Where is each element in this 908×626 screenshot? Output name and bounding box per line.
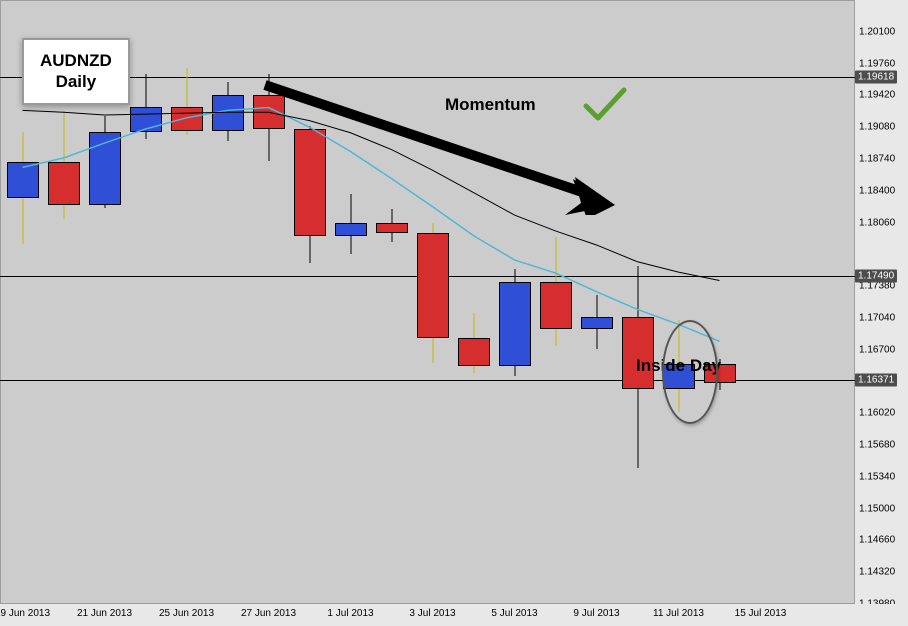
x-axis: 19 Jun 2013 21 Jun 2013 25 Jun 2013 27 Jun … — [0, 604, 855, 626]
y-axis: 1.139801.143201.146601.150001.153401.156… — [855, 0, 908, 604]
y-tick-label: 1.15340 — [855, 471, 895, 482]
title-line2: Daily — [40, 71, 112, 92]
candle-body — [335, 223, 367, 236]
price-level-tag: 1.16371 — [855, 374, 897, 387]
candle-body — [89, 132, 121, 205]
candle-body — [212, 95, 244, 131]
x-tick-label: 5 Jul 2013 — [491, 608, 537, 626]
y-tick-label: 1.17040 — [855, 312, 895, 323]
x-tick-label: 3 Jul 2013 — [409, 608, 455, 626]
x-tick-label: 1 Jul 2013 — [327, 608, 373, 626]
candle-body — [376, 223, 408, 233]
y-tick-label: 1.18740 — [855, 153, 895, 164]
candle-body — [622, 317, 654, 389]
y-tick-label: 1.18060 — [855, 217, 895, 228]
candle-body — [48, 162, 80, 205]
candle-body — [581, 317, 613, 329]
candle-body — [458, 338, 490, 366]
y-tick-label: 1.16700 — [855, 344, 895, 355]
x-tick-label: 19 Jun 2013 — [0, 608, 50, 626]
x-tick-label: 21 Jun 2013 — [77, 608, 132, 626]
y-tick-label: 1.19420 — [855, 90, 895, 101]
y-tick-label: 1.20100 — [855, 26, 895, 37]
candle-body — [130, 107, 162, 132]
candlestick — [130, 0, 162, 604]
x-tick-label: 27 Jun 2013 — [241, 608, 296, 626]
title-line1: AUDNZD — [40, 50, 112, 71]
candle-body — [540, 282, 572, 329]
candlestick — [663, 0, 695, 604]
check-icon — [582, 86, 628, 124]
axis-corner — [855, 604, 908, 626]
x-tick-label: 25 Jun 2013 — [159, 608, 214, 626]
chart-title-box: AUDNZD Daily — [22, 38, 130, 105]
y-tick-label: 1.19760 — [855, 58, 895, 69]
momentum-arrow-icon — [255, 75, 615, 215]
x-tick-label: 9 Jul 2013 — [573, 608, 619, 626]
candle-body — [417, 233, 449, 338]
candle-body — [499, 282, 531, 365]
y-tick-label: 1.19080 — [855, 122, 895, 133]
candlestick — [171, 0, 203, 604]
x-tick-label: 15 Jul 2013 — [735, 608, 787, 626]
y-tick-label: 1.18400 — [855, 185, 895, 196]
inside-day-circle-icon — [662, 320, 718, 424]
y-tick-label: 1.15000 — [855, 503, 895, 514]
y-tick-label: 1.16020 — [855, 408, 895, 419]
x-tick-label: 11 Jul 2013 — [653, 608, 704, 626]
candlestick — [212, 0, 244, 604]
candle-body — [171, 107, 203, 131]
price-level-tag: 1.19618 — [855, 70, 897, 83]
price-level-tag: 1.17490 — [855, 269, 897, 282]
y-tick-label: 1.15680 — [855, 440, 895, 451]
y-tick-label: 1.14660 — [855, 535, 895, 546]
candle-body — [7, 162, 39, 198]
candlestick — [704, 0, 736, 604]
y-tick-label: 1.14320 — [855, 567, 895, 578]
